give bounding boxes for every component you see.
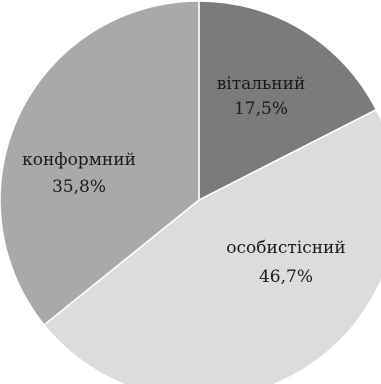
- slice-value-vitalnyi: 17,5%: [234, 99, 288, 119]
- slice-vitalnyi: [198, 0, 378, 202]
- slice-konformnyi: [0, 0, 200, 326]
- slice-label-konformnyi: конформний: [22, 150, 136, 170]
- pie-labels: вітальний 17,5% особистісний 46,7% конфо…: [22, 74, 346, 287]
- slice-value-osobystisnyi: 46,7%: [259, 267, 313, 287]
- slice-osobystisnyi: [43, 108, 381, 384]
- slice-label-osobystisnyi: особистісний: [226, 238, 345, 258]
- slice-value-konformnyi: 35,8%: [52, 177, 106, 197]
- slice-label-vitalnyi: вітальний: [217, 74, 306, 94]
